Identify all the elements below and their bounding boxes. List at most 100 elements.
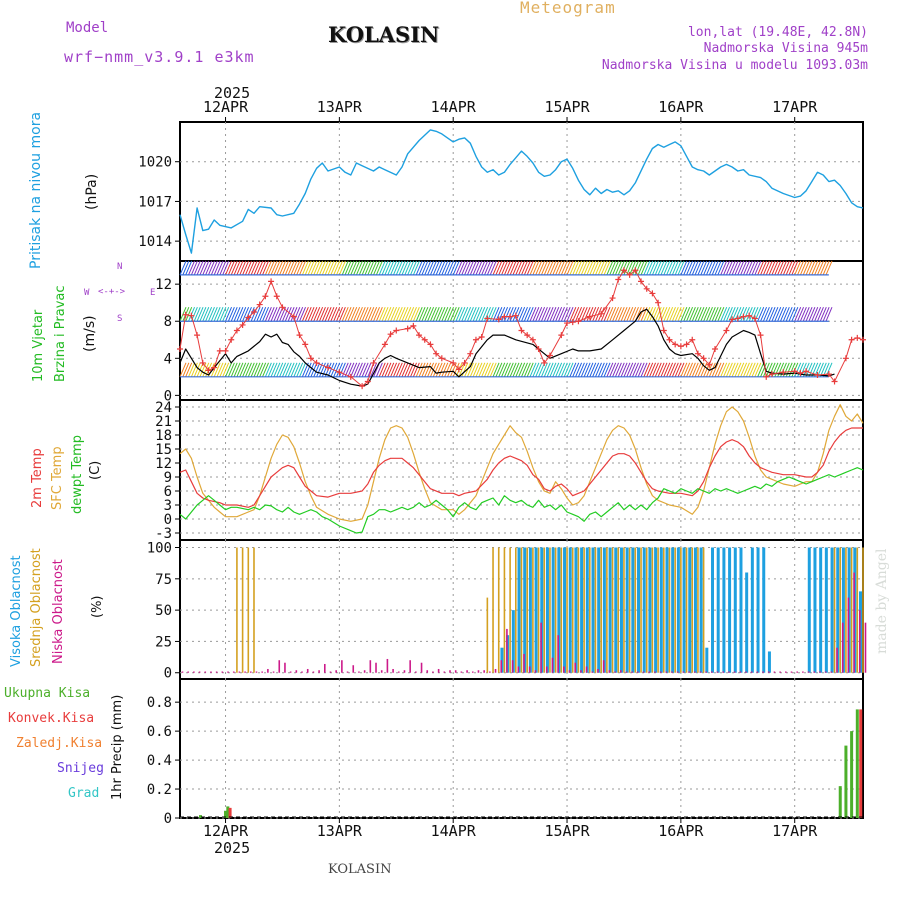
wind-barb: [583, 362, 591, 378]
wind-barb: [370, 307, 378, 322]
wind-barb: [686, 260, 694, 276]
wind-gust-point: [541, 359, 548, 366]
wind-barb: [632, 307, 639, 322]
wind-barb: [179, 260, 187, 276]
wind-barb: [711, 362, 719, 378]
wind-gust-point: [404, 325, 411, 332]
wind-barb: [381, 307, 389, 322]
wind-barb: [432, 307, 440, 322]
wind-barb: [293, 260, 301, 276]
wind-barb: [262, 260, 269, 276]
wind-barb: [725, 260, 733, 276]
wind-barb: [353, 362, 361, 378]
precip-bar: [226, 806, 230, 818]
wind-barb: [262, 307, 269, 322]
wind-barb: [202, 307, 210, 322]
wind-barb: [762, 307, 770, 322]
wind-barb: [597, 260, 605, 276]
precip-bar: [228, 807, 232, 818]
wind-gust-point: [529, 336, 536, 343]
wind-barb: [267, 260, 275, 276]
wind-barb: [777, 260, 785, 276]
wind-gust-point: [848, 336, 855, 343]
wind-barb: [407, 260, 415, 276]
wind-barb: [589, 260, 597, 276]
wind-barb: [740, 260, 748, 276]
wind-barb: [817, 307, 824, 322]
wind-barb: [230, 362, 238, 378]
wind-barb: [646, 362, 654, 378]
wind-barb: [540, 260, 548, 276]
wind-dir-w: W: [84, 288, 90, 298]
wind-barb: [523, 362, 531, 378]
wind-barb: [805, 307, 813, 322]
total-precip-label: Ukupna Kisa: [4, 686, 91, 701]
wind-barb: [777, 362, 785, 378]
wind-barb: [555, 362, 563, 378]
wind-barb: [501, 260, 509, 276]
wind-barb: [558, 307, 565, 322]
wind-barb: [805, 260, 813, 276]
mid-cloud-label: Srednja Oblacnost: [29, 548, 44, 667]
wind-gust-point: [638, 278, 645, 285]
model-name: wrf−nmm_v3.9.1 e3km: [64, 48, 255, 66]
wind-barb: [324, 307, 332, 322]
wind-barb: [344, 307, 352, 322]
wind-barb: [225, 307, 232, 322]
wind-barb: [264, 260, 272, 276]
wind-barb: [441, 362, 449, 378]
wind-gust-point: [558, 332, 565, 339]
wind-barb: [751, 260, 759, 276]
conv-precip-label: Konvek.Kisa: [8, 711, 95, 726]
wind-barb: [330, 307, 338, 322]
model-label: Model: [66, 20, 109, 36]
wind-barb: [461, 362, 469, 378]
wind-barb: [817, 260, 824, 276]
wind-barb: [410, 260, 417, 276]
wind-gust-point: [598, 310, 605, 317]
wind-barb: [780, 260, 787, 276]
wind-gust-point: [387, 331, 394, 338]
wind-barb: [797, 260, 805, 276]
wind-gust-point: [296, 332, 303, 339]
wind-barb: [663, 362, 671, 378]
y-tick-label: -3: [155, 526, 172, 542]
wind-barb: [318, 260, 326, 276]
wind-barb: [720, 260, 728, 276]
wind-barb: [802, 260, 810, 276]
wind-gust-point: [336, 369, 343, 376]
wind-barb: [447, 260, 454, 276]
wind-barb: [395, 307, 403, 322]
station-title: KOLASIN: [328, 22, 440, 47]
wind-barb: [435, 307, 443, 322]
wind-barb: [244, 307, 252, 322]
model-elevation-label: Nadmorska Visina u modelu 1093.03m: [601, 58, 868, 73]
wind-barb: [526, 260, 534, 276]
wind-barb: [669, 307, 676, 322]
wind-barb: [811, 260, 819, 276]
wind-barb: [743, 307, 750, 322]
wind-barb: [771, 362, 779, 378]
wind-barb: [640, 260, 648, 276]
wind-barb: [475, 362, 483, 378]
wind-barb: [418, 307, 426, 322]
wind-barb: [213, 362, 221, 378]
wind-barb: [313, 362, 321, 378]
dewpt-label: dewpt Temp: [70, 434, 85, 514]
wind-barb: [381, 260, 389, 276]
wind-barb: [700, 260, 708, 276]
wind-gust-point: [666, 336, 673, 343]
wind-barb: [765, 260, 773, 276]
wind-barb: [378, 362, 386, 378]
sfc-temp-label: SFC Temp: [50, 446, 65, 510]
wind-barb: [424, 362, 432, 378]
wind-barb: [654, 260, 662, 276]
wind-barb: [651, 362, 659, 378]
wind-barb: [532, 260, 540, 276]
wind-barb: [580, 307, 588, 322]
wind-barb: [230, 260, 238, 276]
wind-barb: [555, 307, 563, 322]
wind-barb: [267, 307, 275, 322]
wind-barb: [580, 362, 588, 378]
wind-barb: [193, 307, 201, 322]
